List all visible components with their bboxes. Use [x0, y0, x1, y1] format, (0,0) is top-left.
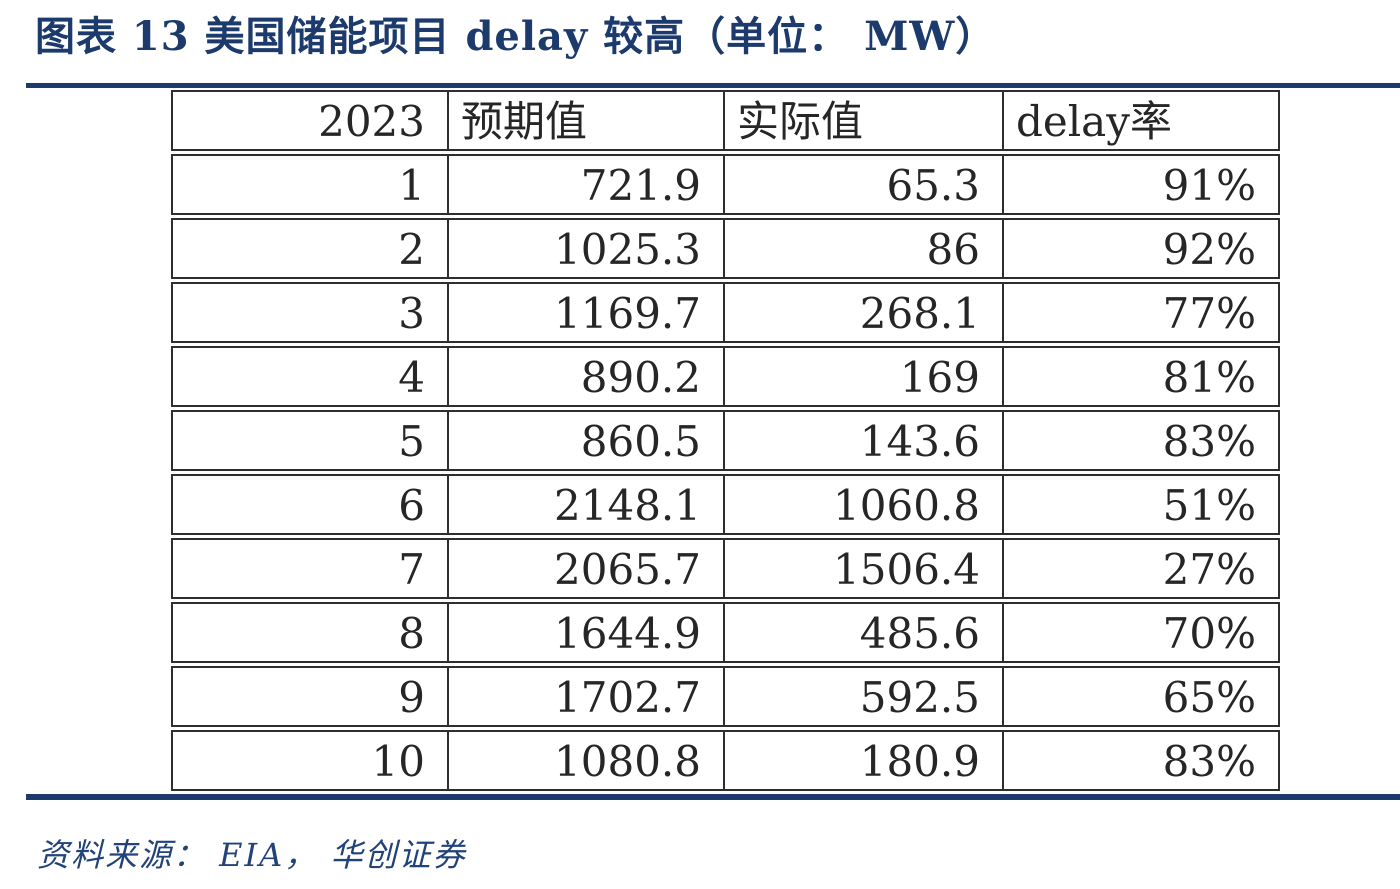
cell-month: 2: [398, 225, 425, 274]
table-row: 2 1025.3 86 92%: [171, 218, 1280, 279]
header-cell-actual: 实际值: [723, 92, 1002, 149]
cell-delay-rate: 83%: [1002, 732, 1278, 789]
cell-actual: 65.3: [723, 156, 1002, 213]
cell-delay-rate: 81%: [1002, 348, 1278, 405]
table-row: 9 1702.7 592.5 65%: [171, 666, 1280, 727]
table-row: 3 1169.7 268.1 77%: [171, 282, 1280, 343]
table-bottom-rule: [26, 794, 1400, 800]
cell-expected: 1080.8: [447, 732, 723, 789]
table-row: 5 860.5 143.6 83%: [171, 410, 1280, 471]
cell-month: 4: [398, 353, 425, 402]
cell-month: 10: [371, 737, 425, 786]
table-row: 6 2148.1 1060.8 51%: [171, 474, 1280, 535]
cell-expected: 1025.3: [447, 220, 723, 277]
cell-expected: 1169.7: [447, 284, 723, 341]
cell-expected: 1644.9: [447, 604, 723, 661]
cell-expected: 1702.7: [447, 668, 723, 725]
cell-month: 5: [398, 417, 425, 466]
cell-delay-rate: 77%: [1002, 284, 1278, 341]
cell-expected: 721.9: [447, 156, 723, 213]
cell-month: 7: [398, 545, 425, 594]
table-row: 7 2065.7 1506.4 27%: [171, 538, 1280, 599]
cell-delay-rate: 83%: [1002, 412, 1278, 469]
cell-delay-rate: 51%: [1002, 476, 1278, 533]
table-row: 10 1080.8 180.9 83%: [171, 730, 1280, 791]
cell-delay-rate: 70%: [1002, 604, 1278, 661]
cell-actual: 1506.4: [723, 540, 1002, 597]
cell-month: 1: [398, 161, 425, 210]
cell-actual: 180.9: [723, 732, 1002, 789]
cell-actual: 268.1: [723, 284, 1002, 341]
cell-delay-rate: 91%: [1002, 156, 1278, 213]
cell-actual: 143.6: [723, 412, 1002, 469]
header-cell-year: 2023: [318, 97, 425, 146]
table-header-row: 2023 预期值 实际值 delay率: [171, 90, 1280, 151]
table-row: 4 890.2 169 81%: [171, 346, 1280, 407]
cell-actual: 592.5: [723, 668, 1002, 725]
cell-delay-rate: 65%: [1002, 668, 1278, 725]
cell-actual: 1060.8: [723, 476, 1002, 533]
cell-actual: 169: [723, 348, 1002, 405]
cell-month: 6: [398, 481, 425, 530]
header-cell-delay-rate: delay率: [1002, 92, 1278, 149]
cell-expected: 890.2: [447, 348, 723, 405]
cell-expected: 860.5: [447, 412, 723, 469]
table-row: 8 1644.9 485.6 70%: [171, 602, 1280, 663]
cell-expected: 2148.1: [447, 476, 723, 533]
cell-actual: 485.6: [723, 604, 1002, 661]
title-divider-rule: [26, 83, 1400, 88]
cell-month: 9: [398, 673, 425, 722]
cell-month: 3: [398, 289, 425, 338]
source-note: 资料来源： EIA， 华创证券: [37, 836, 467, 874]
data-table: 2023 预期值 实际值 delay率 1 721.9 65.3 91% 2 1…: [171, 90, 1280, 791]
table-row: 1 721.9 65.3 91%: [171, 154, 1280, 215]
cell-delay-rate: 92%: [1002, 220, 1278, 277]
header-cell-expected: 预期值: [447, 92, 723, 149]
cell-month: 8: [398, 609, 425, 658]
cell-expected: 2065.7: [447, 540, 723, 597]
cell-actual: 86: [723, 220, 1002, 277]
cell-delay-rate: 27%: [1002, 540, 1278, 597]
figure-title: 图表 13 美国储能项目 delay 较高（单位： MW）: [35, 13, 997, 60]
